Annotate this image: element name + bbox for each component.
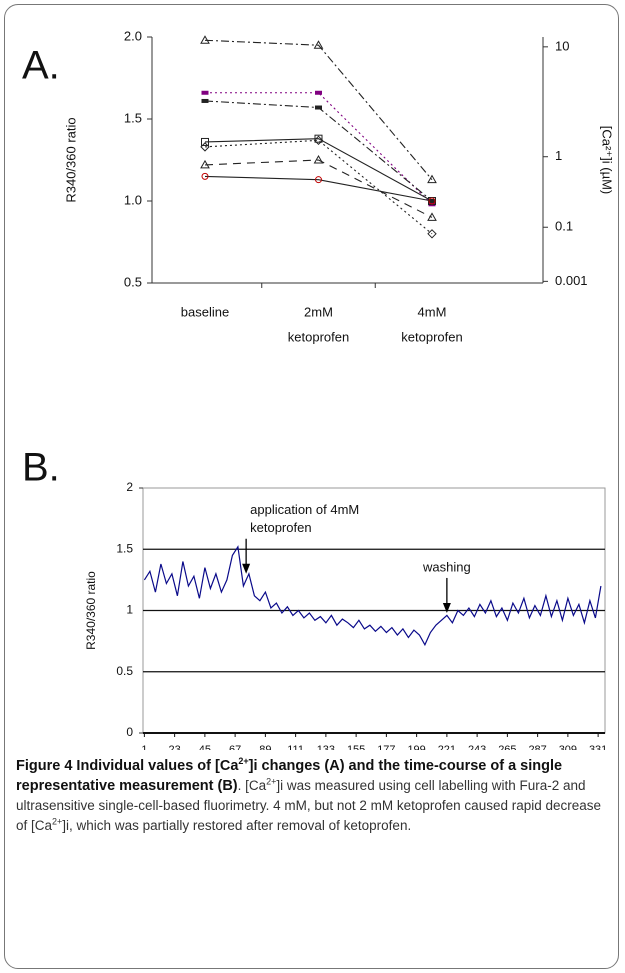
marker — [427, 212, 437, 221]
marker — [428, 197, 436, 205]
y-axis-label: R340/360 ratio — [63, 117, 78, 202]
series-line — [204, 39, 433, 181]
marker — [315, 105, 322, 110]
arrow-head — [242, 563, 251, 574]
caption-text: 2+ — [238, 756, 249, 767]
marker — [315, 90, 322, 95]
series-line — [204, 139, 433, 235]
x-tick-label: 309 — [559, 744, 577, 750]
caption-title: Figure 4 Individual values of [Ca2+]i ch… — [16, 756, 563, 794]
annotation-text: ketoprofen — [250, 520, 311, 535]
y-tick-label: 1.5 — [116, 541, 133, 555]
marker — [200, 142, 210, 152]
x-tick-label: baseline — [181, 304, 229, 319]
annotation-text: application of 4mM — [250, 502, 359, 517]
y2-tick-label: 0.1 — [555, 219, 573, 234]
series-line — [204, 159, 433, 218]
x-tick-label: 2mM — [304, 304, 333, 319]
y-tick-label: 2 — [126, 480, 133, 494]
y-tick-label: 0 — [126, 725, 133, 739]
x-tick-label: 287 — [528, 744, 546, 750]
y2-tick-label: 0.001 — [555, 273, 588, 288]
marker — [427, 229, 437, 239]
x-tick-label: 111 — [287, 744, 304, 750]
y-tick-label: 0.5 — [124, 274, 142, 289]
x-tick-label: ketoprofen — [401, 329, 462, 344]
marker — [315, 176, 322, 184]
x-tick-label: 199 — [407, 744, 425, 750]
marker — [200, 35, 210, 44]
arrow-head — [442, 602, 451, 613]
x-tick-label: 1 — [141, 744, 147, 750]
x-tick-label: 133 — [317, 744, 335, 750]
marker — [201, 137, 209, 146]
marker — [313, 40, 324, 49]
marker — [201, 90, 209, 95]
x-tick-label: 177 — [377, 744, 395, 750]
y-tick-label: 1.0 — [124, 192, 142, 207]
caption-text: 2+ — [266, 776, 277, 787]
series-line — [204, 100, 433, 202]
marker — [427, 174, 437, 184]
marker — [313, 154, 324, 164]
series-line — [204, 138, 433, 202]
y2-tick-label: 1 — [555, 148, 562, 163]
marker — [201, 172, 209, 180]
x-tick-label: 23 — [169, 744, 181, 750]
marker — [201, 98, 209, 103]
x-tick-label: 265 — [498, 744, 516, 750]
annotation-text: washing — [422, 559, 471, 574]
caption-text: ]i changes (A) and the time-course of a … — [16, 758, 563, 794]
series-line — [143, 545, 602, 647]
y2-axis-label: [Ca²⁺]i (µM) — [600, 126, 615, 195]
x-tick-label: 45 — [199, 744, 211, 750]
x-tick-label: 4mM — [418, 304, 447, 319]
x-tick-label: 221 — [438, 744, 456, 750]
panel-label: A. — [22, 44, 60, 88]
series-line — [204, 175, 433, 202]
y-tick-label: 0.5 — [116, 664, 133, 678]
y-tick-label: 1 — [126, 603, 133, 617]
figure-frame — [4, 4, 619, 969]
x-tick-label: 331 — [589, 744, 607, 750]
y-axis-label: R340/360 ratio — [84, 571, 98, 650]
caption-text: ]i was measured using cell labelling wit… — [16, 778, 602, 833]
panel-label: B. — [22, 446, 60, 490]
x-tick-label: 89 — [259, 744, 271, 750]
caption-text: Figure 4 Individual values of [Ca — [16, 758, 239, 774]
marker — [314, 134, 323, 143]
x-tick-label: 67 — [229, 744, 241, 750]
x-tick-label: ketoprofen — [288, 329, 349, 344]
x-tick-label: 243 — [468, 744, 486, 750]
marker — [200, 159, 210, 169]
caption-text: . [Ca — [237, 778, 267, 793]
caption-text: ]i, which was partially restored after r… — [62, 818, 412, 833]
caption: Figure 4 Individual values of [Ca2+]i ch… — [16, 756, 608, 836]
y-tick-label: 2.0 — [124, 28, 142, 43]
y-tick-label: 1.5 — [124, 110, 142, 125]
x-tick-label: 155 — [347, 744, 365, 750]
caption-text: 2+ — [52, 816, 63, 827]
marker — [313, 135, 324, 146]
y2-tick-label: 10 — [555, 38, 569, 53]
